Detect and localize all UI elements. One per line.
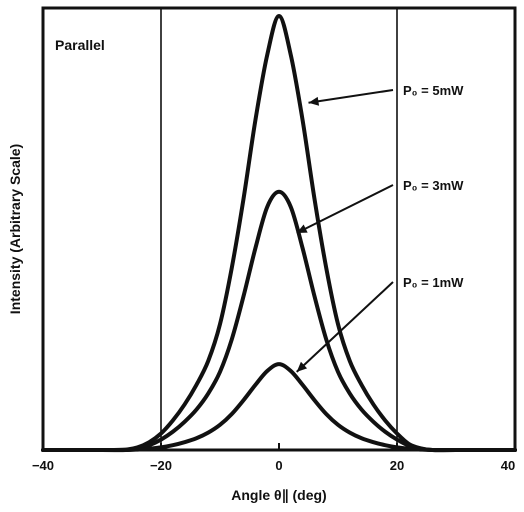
x-tick-label-0: 0 (275, 458, 282, 473)
curve-label-2: P₀ = 3mW (403, 178, 464, 193)
x-tick-label--20: −20 (150, 458, 172, 473)
x-tick-label-20: 20 (390, 458, 404, 473)
x-axis-label: Angle θ∥ (deg) (231, 487, 326, 503)
series-line-2 (43, 192, 515, 450)
leader-line-3 (297, 282, 393, 372)
panel-label: Parallel (55, 37, 105, 53)
series-line-1 (43, 16, 515, 450)
y-axis-label: Intensity (Arbitrary Scale) (7, 144, 23, 314)
curve-label-1: P₀ = 5mW (403, 83, 464, 98)
curve-label-3: P₀ = 1mW (403, 275, 464, 290)
x-tick-label-40: 40 (501, 458, 515, 473)
plot-frame (43, 8, 515, 450)
x-tick-label--40: −40 (32, 458, 54, 473)
leader-line-2 (297, 185, 393, 233)
leader-arrowhead-1 (309, 97, 320, 106)
series-line-3 (43, 364, 515, 450)
leader-line-1 (309, 90, 394, 103)
